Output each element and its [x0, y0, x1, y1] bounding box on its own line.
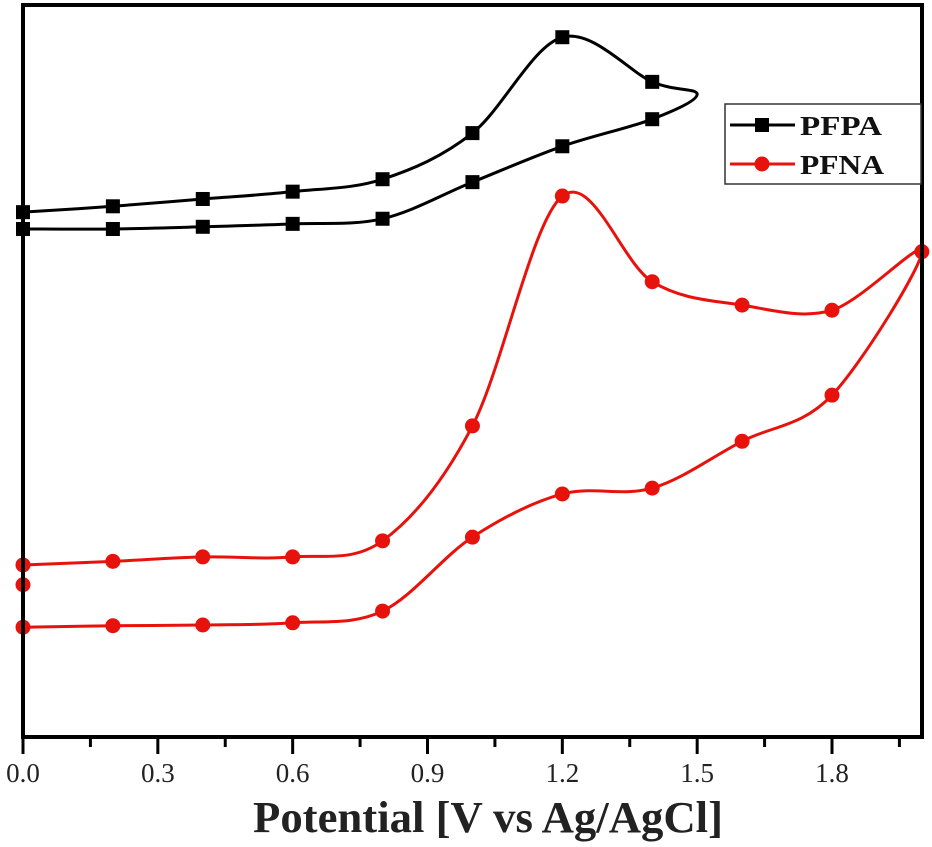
- data-point-pfpa: [375, 211, 390, 226]
- data-point-pfna: [824, 302, 840, 318]
- data-point-pfna: [464, 529, 480, 545]
- plot-content: [15, 30, 930, 635]
- data-point-pfna: [824, 387, 840, 403]
- legend-marker-pfna: [754, 156, 770, 172]
- legend-box: [724, 103, 922, 185]
- series-pfpa: [16, 30, 699, 236]
- data-point-pfna: [375, 603, 391, 619]
- x-tick-label: 0.0: [6, 758, 40, 788]
- x-tick-label: 1.8: [815, 758, 849, 788]
- x-tick-label: 0.6: [276, 758, 310, 788]
- data-point-pfna: [734, 433, 750, 449]
- data-point-pfpa: [105, 199, 120, 214]
- data-point-pfpa: [285, 216, 300, 231]
- data-point-pfna: [375, 533, 391, 549]
- x-axis-ticks: 0.0 0.3 0.6 0.9 1.2 1.5 1.8: [6, 737, 901, 788]
- data-point-pfpa: [105, 221, 120, 236]
- data-point-pfna: [195, 549, 211, 565]
- data-point-pfna: [644, 480, 660, 496]
- data-point-pfpa: [195, 219, 210, 234]
- legend-label-pfpa: PFPA: [800, 111, 883, 141]
- data-point-pfna: [734, 297, 750, 313]
- legend-label-pfna: PFNA: [800, 150, 885, 180]
- data-point-pfna: [105, 553, 121, 569]
- series-line-pfpa: [22, 34, 699, 231]
- data-point-pfna: [554, 188, 570, 204]
- legend-marker-pfpa: [755, 118, 769, 132]
- data-point-pfpa: [375, 172, 390, 187]
- x-tick-label: 1.2: [545, 758, 579, 788]
- data-point-pfpa: [465, 175, 480, 190]
- plot-frame: [21, 3, 924, 739]
- x-tick-label: 1.5: [680, 758, 714, 788]
- legend: PFPA PFNA: [724, 103, 922, 185]
- data-point-pfpa: [195, 191, 210, 206]
- data-point-pfna: [195, 617, 211, 633]
- data-point-pfpa: [555, 30, 570, 45]
- x-axis-title: Potential [V vs Ag/AgCl]: [253, 793, 723, 842]
- series-pfna: [15, 188, 930, 635]
- data-point-pfpa: [645, 112, 660, 127]
- data-point-pfna: [105, 618, 121, 634]
- data-point-pfna: [644, 274, 660, 290]
- data-point-pfna: [464, 418, 480, 434]
- x-tick-label: 0.9: [411, 758, 445, 788]
- data-point-pfpa: [555, 139, 570, 154]
- data-point-pfna: [285, 549, 301, 565]
- data-point-pfna: [285, 615, 301, 631]
- data-point-pfpa: [285, 184, 300, 199]
- data-point-pfna: [554, 486, 570, 502]
- x-tick-label: 0.3: [141, 758, 175, 788]
- series-line-pfna: [22, 190, 924, 629]
- data-point-pfpa: [645, 74, 660, 89]
- data-point-pfpa: [465, 126, 480, 141]
